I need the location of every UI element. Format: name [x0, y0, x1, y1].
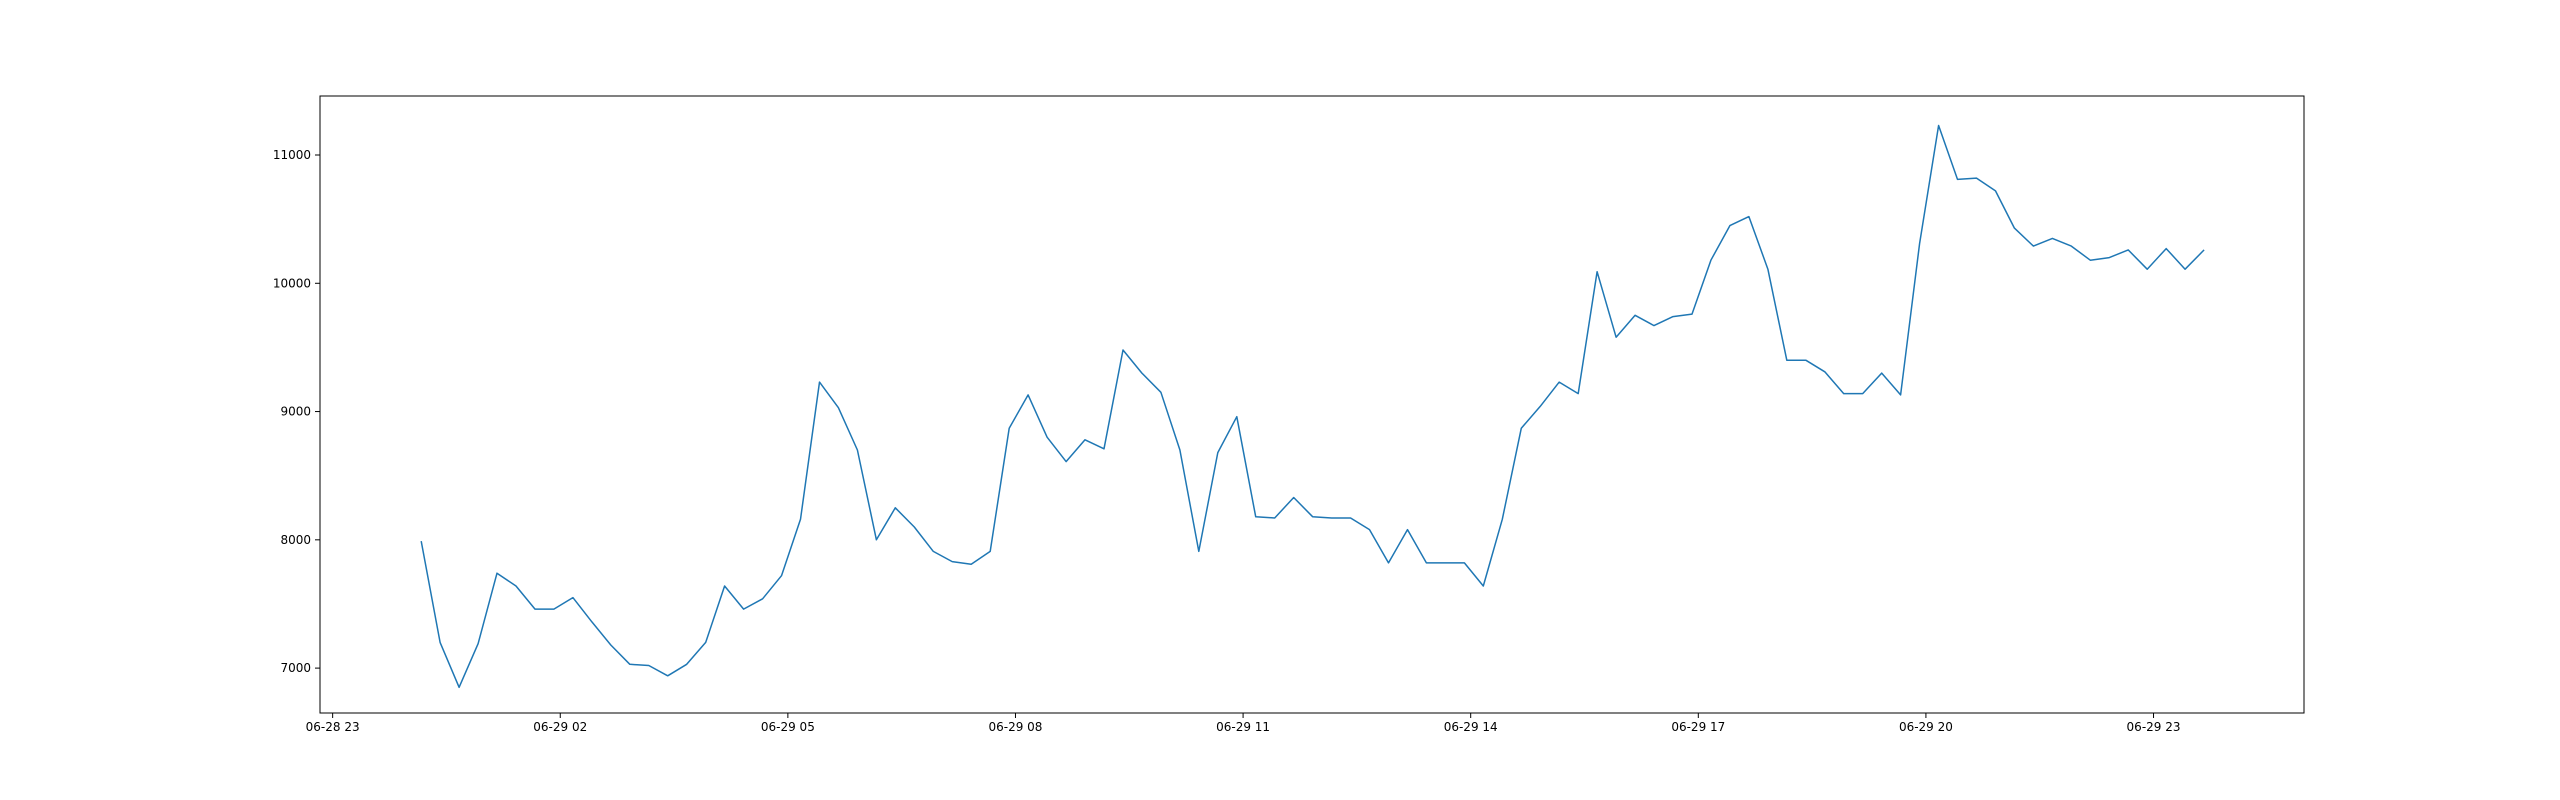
y-tick-label: 7000: [280, 661, 311, 675]
y-tick-label: 11000: [273, 148, 311, 162]
x-tick-label: 06-29 08: [988, 720, 1042, 734]
x-tick-label: 06-29 17: [1671, 720, 1725, 734]
series-line-0: [420, 124, 2205, 689]
series-layer: [420, 124, 2205, 689]
x-axis: 06-28 23 06-29 02 06-29 05 06-29 08 06-29 11…: [306, 713, 2181, 734]
y-tick-label: 8000: [280, 533, 311, 547]
x-tick-label: 06-29 14: [1444, 720, 1498, 734]
y-tick-label: 10000: [273, 276, 311, 290]
x-tick-label: 06-29 20: [1899, 720, 1953, 734]
x-tick-label: 06-29 02: [533, 720, 587, 734]
x-tick-label: 06-29 05: [761, 720, 815, 734]
plot-area-frame: [319, 95, 2305, 714]
y-axis: 7000 8000 9000 10000 11000: [273, 148, 320, 675]
x-tick-label: 06-29 11: [1216, 720, 1270, 734]
x-tick-label: 06-29 23: [2127, 720, 2181, 734]
x-tick-label: 06-28 23: [306, 720, 360, 734]
y-tick-label: 9000: [280, 405, 311, 419]
